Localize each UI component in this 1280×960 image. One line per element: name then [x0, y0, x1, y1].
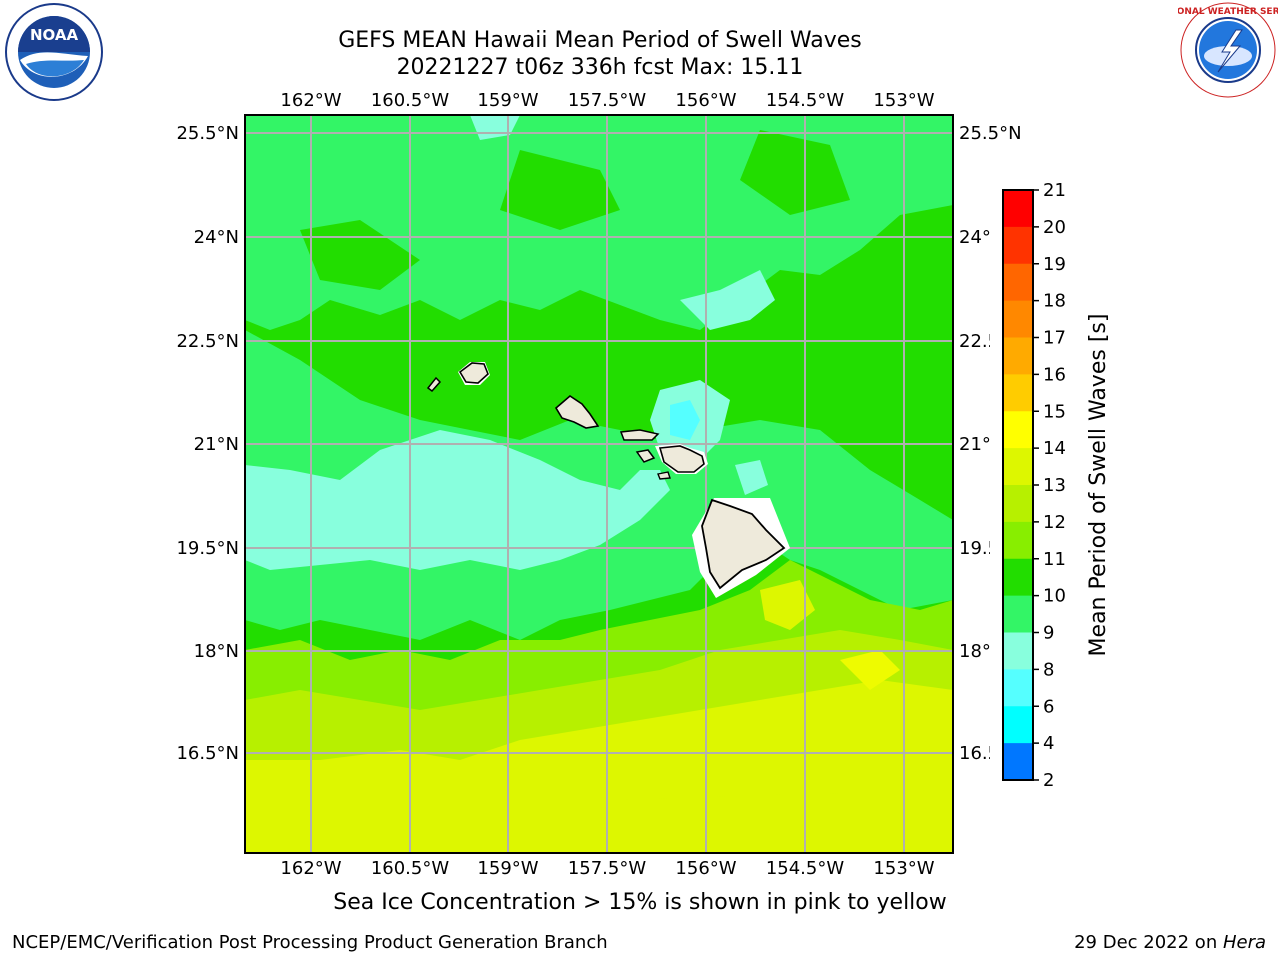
- colorbar-tick-label: 8: [1043, 659, 1054, 680]
- lon-label: 156°W: [675, 858, 736, 879]
- noaa-logo-text: NOAA: [30, 26, 79, 44]
- lon-label: 159°W: [477, 858, 538, 879]
- colorbar-segment: [1003, 374, 1033, 412]
- colorbar-tick-label: 19: [1043, 254, 1066, 275]
- lon-label: 160.5°W: [371, 858, 450, 879]
- colorbar-segment: [1003, 669, 1033, 707]
- lat-label: 19.5°N: [176, 538, 239, 559]
- nws-logo-text: NATIONAL WEATHER SERVICE: [1178, 7, 1278, 17]
- lon-label: 153°W: [873, 90, 934, 111]
- lon-label: 157.5°W: [568, 90, 647, 111]
- colorbar-tick-label: 4: [1043, 733, 1054, 754]
- generation-date: 29 Dec 2022 on Hera: [1074, 932, 1266, 953]
- colorbar-tick-label: 13: [1043, 475, 1066, 496]
- noaa-logo: NOAA: [5, 3, 103, 101]
- lon-label: 153°W: [873, 858, 934, 879]
- hawaiian-islands: [426, 362, 790, 598]
- lat-label: 18°N: [194, 641, 239, 662]
- plot-frame: [244, 114, 954, 854]
- lanai-island: [635, 449, 656, 463]
- colorbar-segment: [1003, 595, 1033, 633]
- sea-ice-note: Sea Ice Concentration > 15% is shown in …: [333, 890, 947, 915]
- lat-label: 21°N: [194, 434, 239, 455]
- lat-labels-left: 25.5°N 24°N 22.5°N 21°N 19.5°N 18°N 16.5…: [176, 123, 239, 764]
- oahu-island: [554, 394, 600, 429]
- colorbar-segment: [1003, 521, 1033, 560]
- producer-credit: NCEP/EMC/Verification Post Processing Pr…: [12, 932, 608, 953]
- lon-label: 156°W: [675, 90, 736, 111]
- colorbar-tick-label: 15: [1043, 401, 1066, 422]
- colorbar-segment: [1003, 743, 1033, 781]
- colorbar-segment: [1003, 632, 1033, 670]
- nws-logo: NATIONAL WEATHER SERVICE: [1178, 2, 1278, 98]
- lat-label: 22.5°N: [176, 331, 239, 352]
- colorbar-tick-label: 17: [1043, 328, 1066, 349]
- colorbar-tick-label: 16: [1043, 364, 1066, 385]
- lon-label: 162°W: [280, 90, 341, 111]
- map-title: GEFS MEAN Hawaii Mean Period of Swell Wa…: [338, 28, 862, 53]
- colorbar-segment: [1003, 190, 1033, 228]
- lon-label: 162°W: [280, 858, 341, 879]
- map-subtitle: 20221227 t06z 336h fcst Max: 15.11: [396, 55, 804, 80]
- kauai-island: [458, 362, 489, 384]
- colorbar-segment: [1003, 226, 1033, 265]
- lon-labels-bottom: 162°W 160.5°W 159°W 157.5°W 156°W 154.5°…: [280, 858, 934, 879]
- lon-label: 157.5°W: [568, 858, 647, 879]
- colorbar-tick-label: 9: [1043, 623, 1054, 644]
- niihau-island: [426, 376, 442, 393]
- lon-labels-top: 162°W 160.5°W 159°W 157.5°W 156°W 154.5°…: [280, 90, 934, 111]
- lat-label: 16.5°N: [176, 743, 239, 764]
- big-island: [701, 498, 786, 590]
- colorbar-tick-label: 2: [1043, 770, 1054, 791]
- graticule: [245, 115, 953, 853]
- lon-label: 160.5°W: [371, 90, 450, 111]
- colorbar-tick-label: 10: [1043, 586, 1066, 607]
- kahoolawe-island: [657, 471, 671, 480]
- colorbar-tick-label: 12: [1043, 512, 1066, 533]
- lat-label: 24°N: [194, 227, 239, 248]
- colorbar-tick-label: 21: [1043, 180, 1066, 201]
- colorbar-segment: [1003, 448, 1033, 486]
- maui-island: [658, 445, 705, 473]
- colorbar-tick-label: 20: [1043, 217, 1066, 238]
- colorbar-segment: [1003, 300, 1033, 338]
- colorbar-segment: [1003, 337, 1033, 375]
- colorbar-tick-label: 14: [1043, 438, 1066, 459]
- colorbar-segment: [1003, 558, 1033, 597]
- colorbar-tick-label: 6: [1043, 696, 1054, 717]
- colorbar-segment: [1003, 411, 1033, 449]
- colorbar: 21 20 19 18 17 16 15 14 13 12 11 10 9 8 6 4 2: [990, 175, 1110, 795]
- colorbar-segment: [1003, 706, 1033, 744]
- colorbar-tick-label: 18: [1043, 291, 1066, 312]
- lon-label: 154.5°W: [766, 858, 845, 879]
- lon-label: 154.5°W: [766, 90, 845, 111]
- lat-label: 25.5°N: [959, 123, 1022, 144]
- molokai-island: [619, 429, 660, 441]
- colorbar-tick-label: 11: [1043, 549, 1066, 570]
- swell-period-field: [245, 115, 953, 853]
- lat-label: 25.5°N: [176, 123, 239, 144]
- colorbar-segment: [1003, 485, 1033, 523]
- colorbar-segment: [1003, 263, 1033, 302]
- host-name: Hera: [1222, 932, 1266, 953]
- lon-label: 159°W: [477, 90, 538, 111]
- colorbar-label: Mean Period of Swell Waves [s]: [1086, 314, 1111, 657]
